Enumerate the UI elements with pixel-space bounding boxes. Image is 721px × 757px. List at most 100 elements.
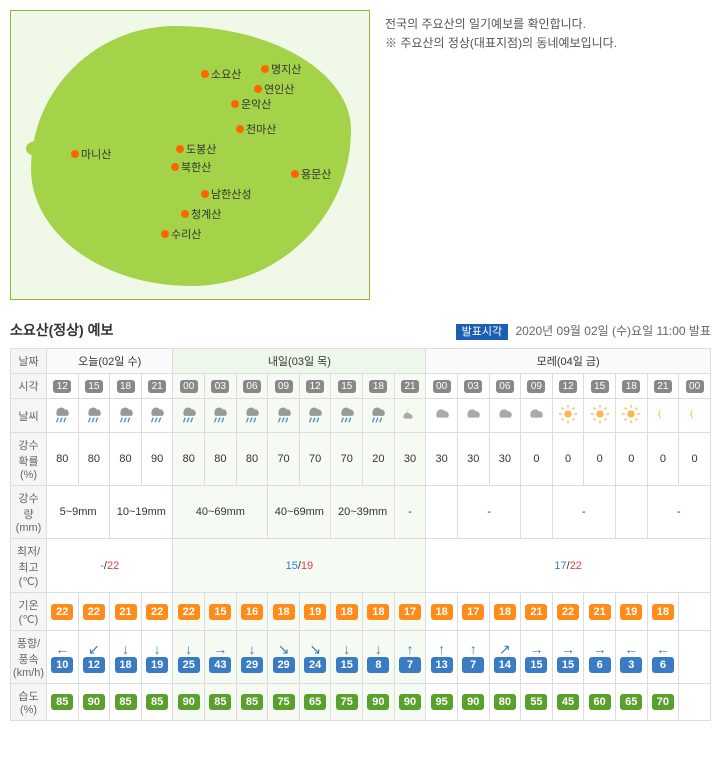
weather-cell	[489, 399, 521, 433]
wind-cell: ↑7	[457, 631, 489, 684]
precip-cell	[615, 486, 647, 539]
mountain-label: 운악산	[241, 96, 271, 112]
mountain-marker[interactable]: 수리산	[161, 226, 201, 242]
temp-badge: 18	[652, 604, 674, 620]
day-header: 오늘(02일 수)	[47, 349, 173, 374]
wind-cell: ↓15	[331, 631, 363, 684]
temp-cell: 21	[584, 593, 616, 631]
precip-cell: 40~69mm	[173, 486, 268, 539]
marker-dot-icon	[171, 163, 179, 171]
wind-arrow-icon: →	[585, 642, 614, 656]
pop-cell: 0	[584, 433, 616, 486]
wind-arrow-icon: ↓	[111, 642, 140, 656]
mountain-marker[interactable]: 남한산성	[201, 186, 251, 202]
mountain-marker[interactable]: 연인산	[254, 81, 294, 97]
marker-dot-icon	[254, 85, 262, 93]
row-header: 강수확률(%)	[11, 433, 47, 486]
marker-dot-icon	[161, 230, 169, 238]
humid-cell: 85	[47, 684, 79, 721]
pop-cell: 80	[173, 433, 205, 486]
wind-badge: 8	[367, 657, 389, 673]
weather-cell	[299, 399, 331, 433]
mountain-label: 수리산	[171, 226, 201, 242]
temp-cell: 18	[647, 593, 679, 631]
hour-cell: 00	[426, 374, 458, 399]
info-line-2: ※ 주요산의 정상(대표지점)의 동네예보입니다.	[385, 34, 706, 53]
hour-badge: 21	[401, 380, 419, 393]
marker-dot-icon	[201, 70, 209, 78]
moon-icon	[652, 403, 674, 425]
humid-cell: 65	[615, 684, 647, 721]
pop-cell: 0	[552, 433, 584, 486]
humid-cell: 60	[584, 684, 616, 721]
mountain-label: 명지산	[271, 61, 301, 77]
hour-badge: 06	[243, 380, 261, 393]
weather-cell	[457, 399, 489, 433]
marker-dot-icon	[291, 170, 299, 178]
humid-cell: 85	[141, 684, 173, 721]
wind-cell: ←10	[47, 631, 79, 684]
pop-cell: 0	[647, 433, 679, 486]
rain-icon	[273, 403, 295, 425]
mountain-marker[interactable]: 천마산	[236, 121, 276, 137]
pop-cell: 80	[205, 433, 237, 486]
mountain-marker[interactable]: 명지산	[261, 61, 301, 77]
weather-cell	[552, 399, 584, 433]
forecast-table: 날짜오늘(02일 수)내일(03일 목)모레(04일 금)시각121518210…	[10, 348, 711, 721]
wind-badge: 6	[652, 657, 674, 673]
humid-cell	[679, 684, 711, 721]
mountain-marker[interactable]: 마니산	[71, 146, 111, 162]
weather-cell	[205, 399, 237, 433]
mountain-marker[interactable]: 용문산	[291, 166, 331, 182]
temp-badge: 16	[241, 604, 263, 620]
humid-badge: 95	[431, 694, 453, 710]
weather-cell	[679, 399, 711, 433]
weather-cell	[615, 399, 647, 433]
temp-cell: 18	[426, 593, 458, 631]
weather-cell	[173, 399, 205, 433]
mountain-marker[interactable]: 운악산	[231, 96, 271, 112]
rain-icon	[51, 403, 73, 425]
wind-arrow-icon: →	[206, 642, 235, 656]
hour-cell: 21	[141, 374, 173, 399]
temp-cell: 21	[110, 593, 142, 631]
pop-cell: 70	[299, 433, 331, 486]
hour-cell: 00	[679, 374, 711, 399]
hour-badge: 18	[622, 380, 640, 393]
temp-cell: 22	[141, 593, 173, 631]
hour-badge: 06	[496, 380, 514, 393]
temp-cell	[679, 593, 711, 631]
mountain-marker[interactable]: 청계산	[181, 206, 221, 222]
cloud-icon	[525, 403, 547, 425]
hour-badge: 18	[369, 380, 387, 393]
marker-dot-icon	[236, 125, 244, 133]
temp-badge: 18	[273, 604, 295, 620]
mountain-marker[interactable]: 도봉산	[176, 141, 216, 157]
wind-cell	[679, 631, 711, 684]
marker-dot-icon	[231, 100, 239, 108]
temp-cell: 18	[363, 593, 395, 631]
rain-icon	[83, 403, 105, 425]
humid-cell: 85	[236, 684, 268, 721]
temp-badge: 19	[304, 604, 326, 620]
rain-icon	[241, 403, 263, 425]
weather-cell	[521, 399, 553, 433]
rain-icon	[115, 403, 137, 425]
wind-cell: ↓19	[141, 631, 173, 684]
weather-cell	[584, 399, 616, 433]
mountain-marker[interactable]: 북한산	[171, 159, 211, 175]
wind-badge: 29	[241, 657, 263, 673]
hour-cell: 21	[394, 374, 426, 399]
mountain-marker[interactable]: 소요산	[201, 66, 241, 82]
sun-icon	[620, 403, 642, 425]
row-header: 기온(℃)	[11, 593, 47, 631]
humid-badge: 85	[115, 694, 137, 710]
hour-badge: 15	[85, 380, 103, 393]
publish-time-text: 2020년 09월 02일 (수)요일 11:00 발표	[515, 324, 711, 338]
weather-cell	[647, 399, 679, 433]
temp-badge: 18	[367, 604, 389, 620]
weather-cell	[141, 399, 173, 433]
temp-badge: 18	[431, 604, 453, 620]
wind-badge: 24	[304, 657, 326, 673]
humid-badge: 85	[209, 694, 231, 710]
